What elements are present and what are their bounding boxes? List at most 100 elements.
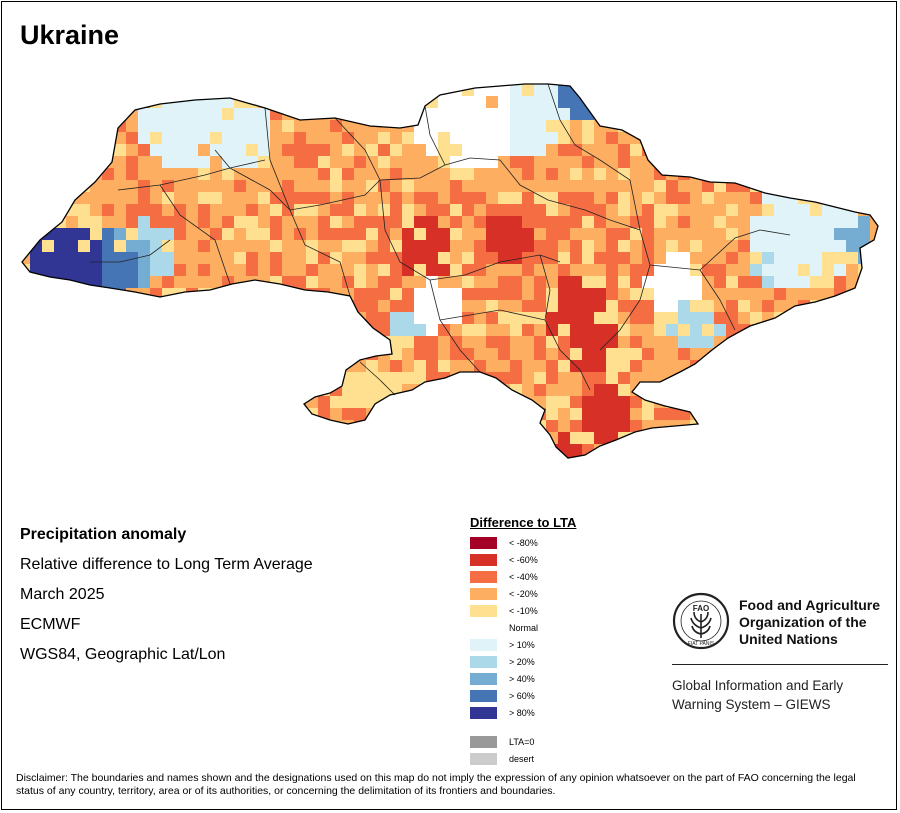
anomaly-cell <box>222 168 234 180</box>
anomaly-cell <box>714 288 726 300</box>
anomaly-cell <box>462 144 474 156</box>
anomaly-cell <box>258 192 270 204</box>
legend-swatch <box>470 656 497 668</box>
anomaly-cell <box>462 180 474 192</box>
anomaly-cell <box>774 444 786 456</box>
anomaly-cell <box>666 84 678 96</box>
anomaly-cell <box>270 228 282 240</box>
anomaly-cell <box>78 324 90 336</box>
anomaly-cell <box>90 348 102 360</box>
anomaly-cell <box>834 336 846 348</box>
anomaly-cell <box>786 132 798 144</box>
anomaly-cell <box>402 276 414 288</box>
anomaly-cell <box>30 312 42 324</box>
info-line-1: Relative difference to Long Term Average <box>20 556 313 573</box>
anomaly-cell <box>690 288 702 300</box>
anomaly-cell <box>834 264 846 276</box>
anomaly-cell <box>510 288 522 300</box>
anomaly-cell <box>846 216 858 228</box>
anomaly-cell <box>738 420 750 432</box>
anomaly-cell <box>234 300 246 312</box>
anomaly-cell <box>582 288 594 300</box>
anomaly-cell <box>126 180 138 192</box>
anomaly-cell <box>318 216 330 228</box>
anomaly-cell <box>558 228 570 240</box>
anomaly-cell <box>270 312 282 324</box>
anomaly-cell <box>726 120 738 132</box>
anomaly-cell <box>282 120 294 132</box>
anomaly-cell <box>54 312 66 324</box>
anomaly-cell <box>114 228 126 240</box>
anomaly-cell <box>486 108 498 120</box>
anomaly-cell <box>306 384 318 396</box>
anomaly-cell <box>426 108 438 120</box>
anomaly-cell <box>642 336 654 348</box>
anomaly-cell <box>534 288 546 300</box>
anomaly-cell <box>774 264 786 276</box>
anomaly-cell <box>678 276 690 288</box>
anomaly-cell <box>342 144 354 156</box>
anomaly-cell <box>474 360 486 372</box>
anomaly-cell <box>378 168 390 180</box>
anomaly-cell <box>690 96 702 108</box>
anomaly-cell <box>102 288 114 300</box>
anomaly-cell <box>822 204 834 216</box>
anomaly-cell <box>306 228 318 240</box>
anomaly-cell <box>234 204 246 216</box>
anomaly-cell <box>114 360 126 372</box>
legend-label: < -80% <box>509 538 538 548</box>
anomaly-cell <box>582 264 594 276</box>
anomaly-cell <box>582 204 594 216</box>
anomaly-cell <box>714 360 726 372</box>
anomaly-cell <box>474 156 486 168</box>
anomaly-cell <box>870 228 878 240</box>
anomaly-cell <box>222 360 234 372</box>
anomaly-cell <box>378 372 390 384</box>
anomaly-cell <box>186 276 198 288</box>
anomaly-cell <box>126 420 138 432</box>
anomaly-cell <box>762 336 774 348</box>
anomaly-cell <box>282 144 294 156</box>
anomaly-cell <box>834 84 846 96</box>
anomaly-cell <box>222 108 234 120</box>
anomaly-cell <box>654 240 666 252</box>
anomaly-cell <box>258 264 270 276</box>
anomaly-cell <box>774 96 786 108</box>
anomaly-cell <box>114 396 126 408</box>
anomaly-cell <box>714 264 726 276</box>
anomaly-cell <box>570 204 582 216</box>
anomaly-cell <box>438 396 450 408</box>
anomaly-cell <box>390 252 402 264</box>
anomaly-cell <box>570 264 582 276</box>
anomaly-cell <box>618 252 630 264</box>
anomaly-cell <box>810 264 822 276</box>
anomaly-cell <box>222 336 234 348</box>
anomaly-cell <box>54 444 66 456</box>
anomaly-cell <box>582 240 594 252</box>
anomaly-cell <box>714 420 726 432</box>
anomaly-cell <box>738 456 750 458</box>
anomaly-cell <box>762 396 774 408</box>
legend-label: > 60% <box>509 691 535 701</box>
anomaly-cell <box>330 180 342 192</box>
anomaly-cell <box>786 444 798 456</box>
anomaly-cell <box>798 252 810 264</box>
anomaly-cell <box>198 252 210 264</box>
anomaly-cell <box>282 444 294 456</box>
anomaly-cell <box>726 348 738 360</box>
anomaly-cell <box>774 324 786 336</box>
anomaly-cell <box>834 96 846 108</box>
anomaly-cell <box>438 444 450 456</box>
anomaly-cell <box>594 168 606 180</box>
anomaly-cell <box>30 420 42 432</box>
anomaly-cell <box>414 444 426 456</box>
anomaly-cell <box>486 180 498 192</box>
anomaly-cell <box>22 276 30 288</box>
fao-name: Food and Agriculture Organization of the… <box>739 597 880 648</box>
anomaly-cell <box>126 372 138 384</box>
anomaly-cell <box>66 216 78 228</box>
anomaly-cell <box>426 396 438 408</box>
anomaly-cell <box>90 96 102 108</box>
anomaly-cell <box>294 336 306 348</box>
anomaly-cell <box>606 228 618 240</box>
